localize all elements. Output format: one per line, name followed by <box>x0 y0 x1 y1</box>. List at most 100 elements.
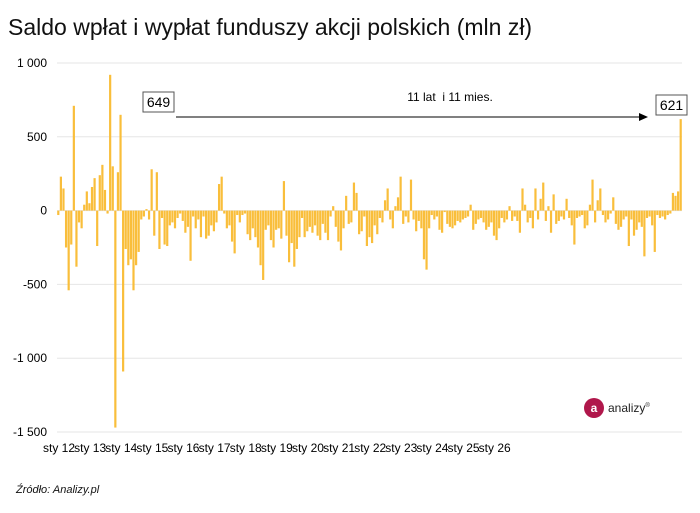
bar <box>316 210 319 236</box>
y-tick-label: 1 000 <box>17 56 47 70</box>
bar <box>622 210 625 220</box>
bar <box>238 210 241 223</box>
bar <box>212 210 215 232</box>
bar <box>430 210 433 216</box>
bar <box>127 210 130 266</box>
bar <box>199 210 203 238</box>
bar <box>285 210 288 236</box>
bar <box>658 210 662 218</box>
bar <box>168 210 171 226</box>
bar <box>303 210 306 238</box>
bar <box>433 210 436 220</box>
bar <box>531 210 534 229</box>
bar <box>664 210 667 220</box>
x-tick-label: sty 14 <box>105 441 137 455</box>
bar <box>277 210 280 229</box>
bar <box>446 210 449 224</box>
bar <box>337 210 340 242</box>
bar <box>155 172 158 211</box>
bar <box>308 210 311 227</box>
bar <box>632 210 636 236</box>
bar <box>72 105 75 211</box>
bar <box>111 166 114 211</box>
period-label: 11 lat i 11 mies. <box>407 90 493 104</box>
y-tick-label: 500 <box>27 130 47 144</box>
bar <box>280 210 283 239</box>
bar <box>251 210 254 229</box>
bar <box>438 210 441 230</box>
bar <box>145 209 148 211</box>
bar <box>651 210 654 226</box>
bar <box>352 182 356 211</box>
bar <box>381 210 384 223</box>
bar <box>339 210 343 251</box>
bar <box>215 210 218 223</box>
bar <box>306 210 309 232</box>
bar <box>656 210 659 216</box>
bar <box>350 210 353 223</box>
x-tick-label: sty 17 <box>199 441 231 455</box>
bar <box>64 210 68 248</box>
bar <box>677 191 680 211</box>
bar <box>617 210 620 230</box>
y-tick-label: -500 <box>23 277 47 291</box>
bar <box>498 210 501 229</box>
bar <box>394 206 397 211</box>
bar <box>103 189 107 211</box>
bar <box>653 210 656 252</box>
bar <box>415 210 418 232</box>
bar <box>282 181 286 211</box>
x-tick-label: sty 16 <box>167 441 199 455</box>
bar <box>321 210 324 224</box>
bar <box>482 210 485 223</box>
bar <box>181 210 184 221</box>
bar <box>591 179 594 211</box>
bar <box>389 210 392 220</box>
bar <box>288 210 291 263</box>
bar <box>256 210 260 248</box>
bar <box>264 210 267 230</box>
bar <box>101 164 104 211</box>
bar <box>119 114 122 211</box>
bar <box>88 203 91 211</box>
bar <box>345 195 348 211</box>
bar <box>516 210 519 221</box>
bar <box>635 210 638 230</box>
bar <box>425 210 428 270</box>
bar <box>272 210 275 248</box>
bar <box>109 74 112 211</box>
bar <box>542 182 545 211</box>
bar <box>552 194 555 211</box>
bar <box>386 188 389 211</box>
bar <box>490 210 493 223</box>
bar <box>124 210 127 249</box>
bar <box>466 210 470 217</box>
bar <box>329 210 332 217</box>
bar <box>376 210 379 235</box>
bar <box>570 210 573 226</box>
bar <box>217 184 221 211</box>
bar <box>137 210 140 252</box>
bar <box>627 210 630 247</box>
bar <box>459 210 462 223</box>
bar <box>518 210 522 233</box>
bar <box>601 210 604 216</box>
bar <box>500 210 503 218</box>
bar <box>311 210 314 233</box>
bar <box>456 210 459 221</box>
bar <box>75 210 78 267</box>
bar <box>606 210 610 220</box>
bar <box>332 206 335 211</box>
bar <box>275 210 278 230</box>
bar <box>290 210 293 244</box>
bar <box>166 210 169 247</box>
bar <box>441 210 444 233</box>
annotation-box <box>655 94 688 116</box>
bar <box>407 210 410 223</box>
bar <box>451 210 454 229</box>
bar <box>614 210 617 224</box>
bar <box>334 210 337 227</box>
bar <box>142 210 145 217</box>
bar <box>511 210 514 221</box>
bar <box>202 210 205 217</box>
